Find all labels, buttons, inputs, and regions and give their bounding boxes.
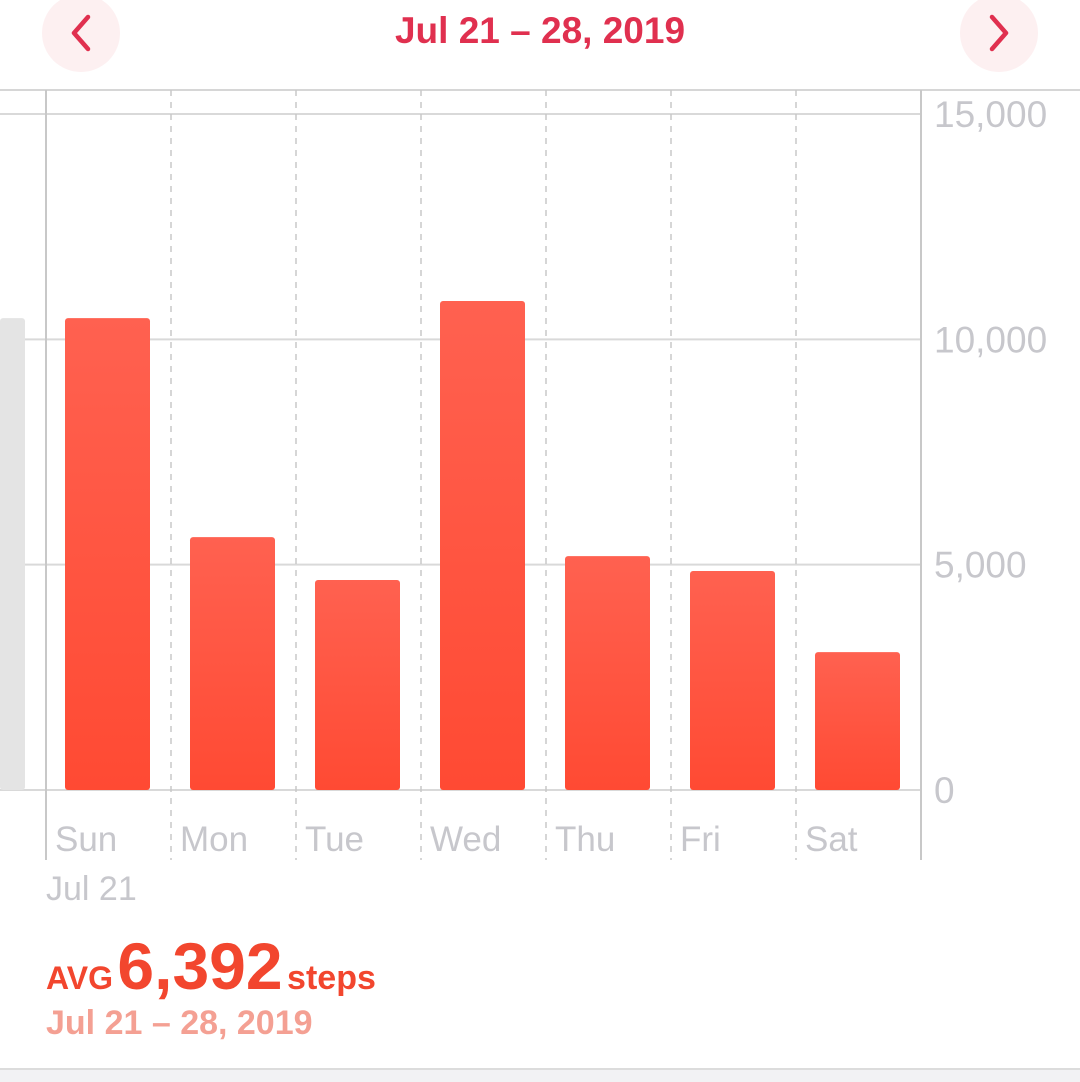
y-tick-label: 10,000 xyxy=(934,319,1047,360)
bar-tue xyxy=(315,579,400,790)
x-tick-label: Sun xyxy=(55,820,117,859)
y-tick-label: 0 xyxy=(934,770,955,811)
bar-sun xyxy=(65,318,150,790)
bar-mon xyxy=(190,537,275,790)
steps-bar-chart: 0 5,000 10,000 15,000 Sun Mon Tue Wed Thu Fri Sat xyxy=(0,89,1080,860)
x-tick-label: Tue xyxy=(305,820,364,859)
avg-unit: steps xyxy=(287,959,376,997)
x-tick-label: Mon xyxy=(180,820,248,859)
previous-period-bar xyxy=(0,318,25,790)
date-range-title: Jul 21 – 28, 2019 xyxy=(394,10,686,51)
avg-label: AVG xyxy=(46,960,113,996)
y-tick-label: 15,000 xyxy=(934,94,1047,135)
summary-date-range: Jul 21 – 28, 2019 xyxy=(46,1004,313,1042)
bar-thu xyxy=(565,556,650,790)
chevron-right-icon xyxy=(989,14,1009,52)
average-summary: AVG 6,392 steps xyxy=(46,928,376,1004)
y-tick-label: 5,000 xyxy=(934,545,1027,586)
x-tick-label: Fri xyxy=(680,820,721,859)
start-date-label: Jul 21 xyxy=(46,870,137,908)
next-week-button[interactable] xyxy=(960,0,1038,72)
bar-wed xyxy=(440,301,525,790)
chevron-left-icon xyxy=(71,14,91,52)
bar-sat xyxy=(815,652,900,790)
avg-value: 6,392 xyxy=(117,929,283,1003)
x-tick-label: Wed xyxy=(430,820,501,859)
bottom-divider xyxy=(0,1068,1080,1082)
bar-fri xyxy=(690,570,775,790)
x-tick-label: Sat xyxy=(805,820,858,859)
x-tick-label: Thu xyxy=(555,820,615,859)
previous-week-button[interactable] xyxy=(42,0,120,72)
